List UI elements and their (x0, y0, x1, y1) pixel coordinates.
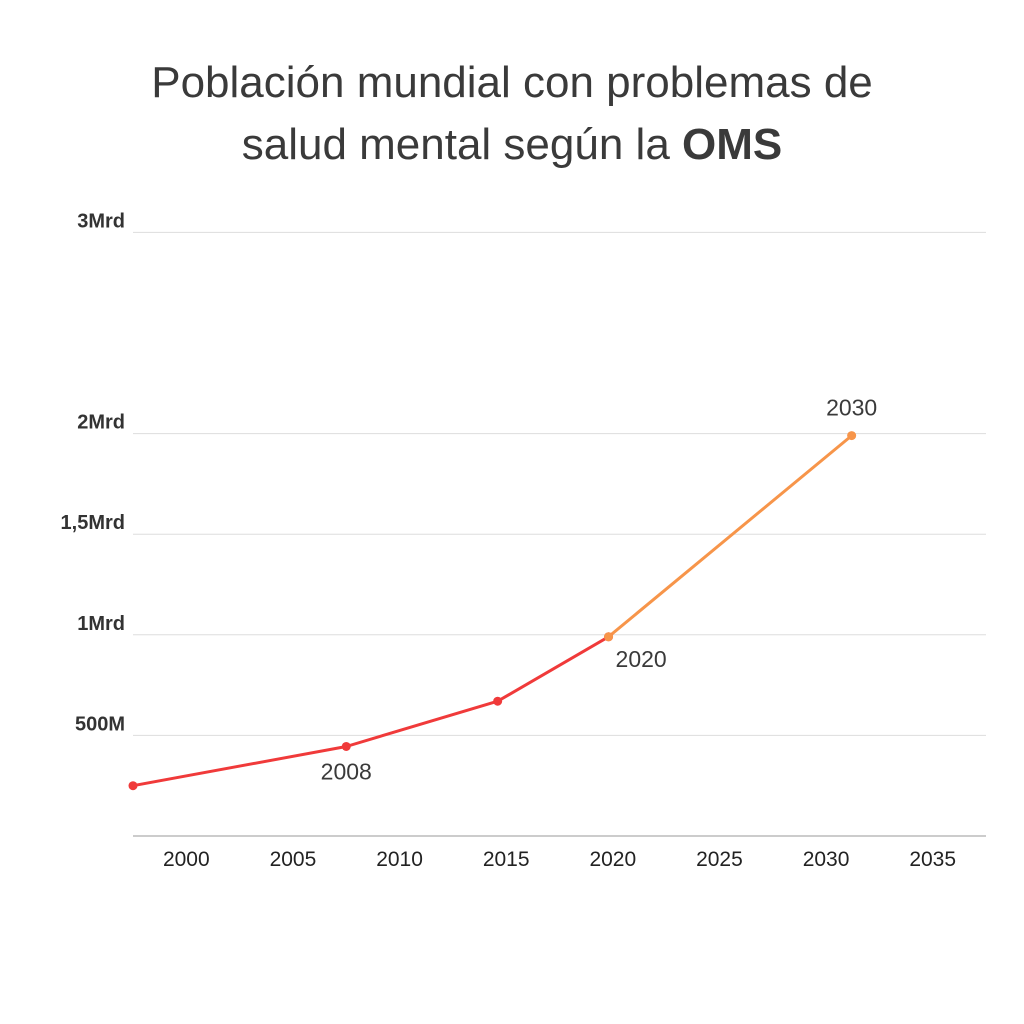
y-tick-label-3: 2Mrd (77, 412, 125, 434)
data-point-0-0 (128, 781, 138, 791)
y-tick-label-4: 3Mrd (77, 210, 125, 232)
x-tick-label-6: 2030 (803, 848, 850, 871)
x-tick-label-5: 2025 (696, 848, 743, 871)
series-lines (131, 434, 854, 788)
series-points (128, 431, 857, 791)
x-tick-label-3: 2015 (483, 848, 530, 871)
x-tick-label-0: 2000 (163, 848, 210, 871)
x-tick-label-4: 2020 (589, 848, 636, 871)
point-labels: 2008 2020 2030 (321, 395, 878, 785)
x-axis-ticks: 2000 2005 2010 2015 2020 2025 2030 2035 (163, 848, 956, 871)
point-label-2008: 2008 (321, 758, 372, 784)
gridlines (133, 231, 986, 736)
data-point-0-2 (493, 696, 503, 706)
data-point-0-1 (341, 741, 351, 751)
x-tick-label-1: 2005 (270, 848, 317, 871)
y-axis-ticks: 500M 1Mrd 1,5Mrd 2Mrd 3Mrd (61, 210, 125, 735)
x-tick-label-7: 2035 (909, 848, 956, 871)
point-label-2020: 2020 (616, 646, 667, 672)
data-point-1-0 (604, 632, 614, 642)
chart-title-line1: Población mundial con problemas de (151, 58, 873, 107)
point-label-2030: 2030 (826, 395, 877, 421)
chart-title: Población mundial con problemas de salud… (0, 52, 1024, 176)
chart-title-line2-prefix: salud mental según la (241, 120, 683, 169)
chart-title-line2: salud mental según la OMS (0, 114, 1024, 176)
y-tick-label-2: 1,5Mrd (61, 512, 125, 534)
data-point-1-1 (847, 431, 857, 441)
series-line-1 (607, 434, 854, 639)
x-tick-label-2: 2010 (376, 848, 423, 871)
chart-title-line2-bold: OMS (682, 120, 783, 169)
y-tick-label-0: 500M (75, 713, 125, 735)
series-line-0 (131, 635, 610, 788)
y-tick-label-1: 1Mrd (77, 613, 125, 635)
